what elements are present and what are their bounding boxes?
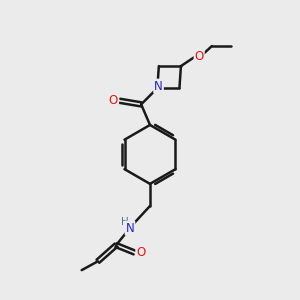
Text: N: N	[154, 80, 163, 93]
Text: H: H	[121, 217, 129, 227]
Text: O: O	[109, 94, 118, 107]
Text: O: O	[194, 50, 204, 63]
Text: N: N	[126, 221, 134, 235]
Text: O: O	[136, 246, 146, 259]
